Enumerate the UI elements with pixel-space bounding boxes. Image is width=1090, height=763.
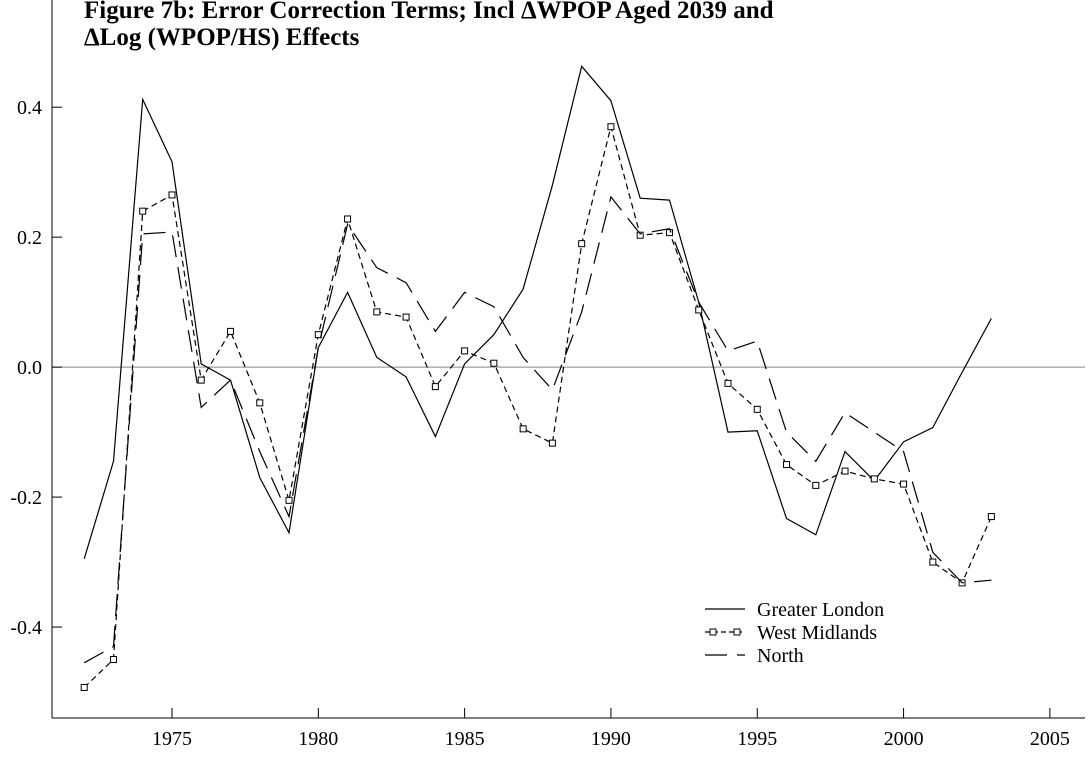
point-marker (285, 496, 293, 504)
y-tick-label: 0.0 (17, 357, 42, 379)
point-marker (109, 656, 117, 664)
x-tick-label: 1990 (591, 728, 631, 750)
x-tick-label: 1985 (445, 728, 485, 750)
point-marker (870, 475, 878, 483)
point-marker (168, 191, 176, 199)
point-marker (80, 683, 88, 691)
point-marker (431, 383, 439, 391)
point-marker (197, 376, 205, 384)
point-marker (461, 347, 469, 355)
x-tick-label: 1980 (298, 728, 338, 750)
x-tick-label: 2005 (1030, 728, 1070, 750)
point-marker (490, 359, 498, 367)
legend-label: West Midlands (757, 622, 877, 644)
point-marker (987, 513, 995, 521)
point-marker (227, 327, 235, 335)
point-marker (636, 231, 644, 239)
point-marker (344, 215, 352, 223)
point-marker (900, 480, 908, 488)
legend-label: Greater London (757, 599, 884, 621)
legend-label: North (757, 645, 804, 667)
x-tick-label: 2000 (884, 728, 924, 750)
series-line (83, 65, 992, 559)
point-marker (753, 405, 761, 413)
point-marker (256, 399, 264, 407)
point-marker (841, 467, 849, 475)
point-marker (812, 481, 820, 489)
y-tick-label: -0.4 (10, 617, 42, 639)
point-marker (695, 306, 703, 314)
y-tick-label: 0.2 (17, 227, 42, 249)
point-marker (929, 558, 937, 566)
point-marker (783, 461, 791, 469)
point-marker (139, 207, 147, 215)
x-tick-label: 1995 (737, 728, 777, 750)
series-line (83, 124, 992, 688)
chart-title: ΔLog (WPOP/HS) Effects (84, 24, 360, 51)
point-marker (665, 229, 673, 237)
legend-marker (709, 628, 717, 636)
point-marker (519, 425, 527, 433)
y-tick-label: 0.4 (17, 97, 42, 119)
point-marker (607, 123, 615, 131)
point-marker (373, 308, 381, 316)
x-tick-label: 1975 (152, 728, 192, 750)
point-marker (548, 439, 556, 447)
series-line (83, 195, 992, 664)
point-marker (402, 313, 410, 321)
legend-marker (733, 628, 741, 636)
y-tick-label: -0.2 (10, 487, 42, 509)
point-marker (578, 240, 586, 248)
chart-title: Figure 7b: Error Correction Terms; Incl … (84, 0, 774, 24)
point-marker (724, 379, 732, 387)
